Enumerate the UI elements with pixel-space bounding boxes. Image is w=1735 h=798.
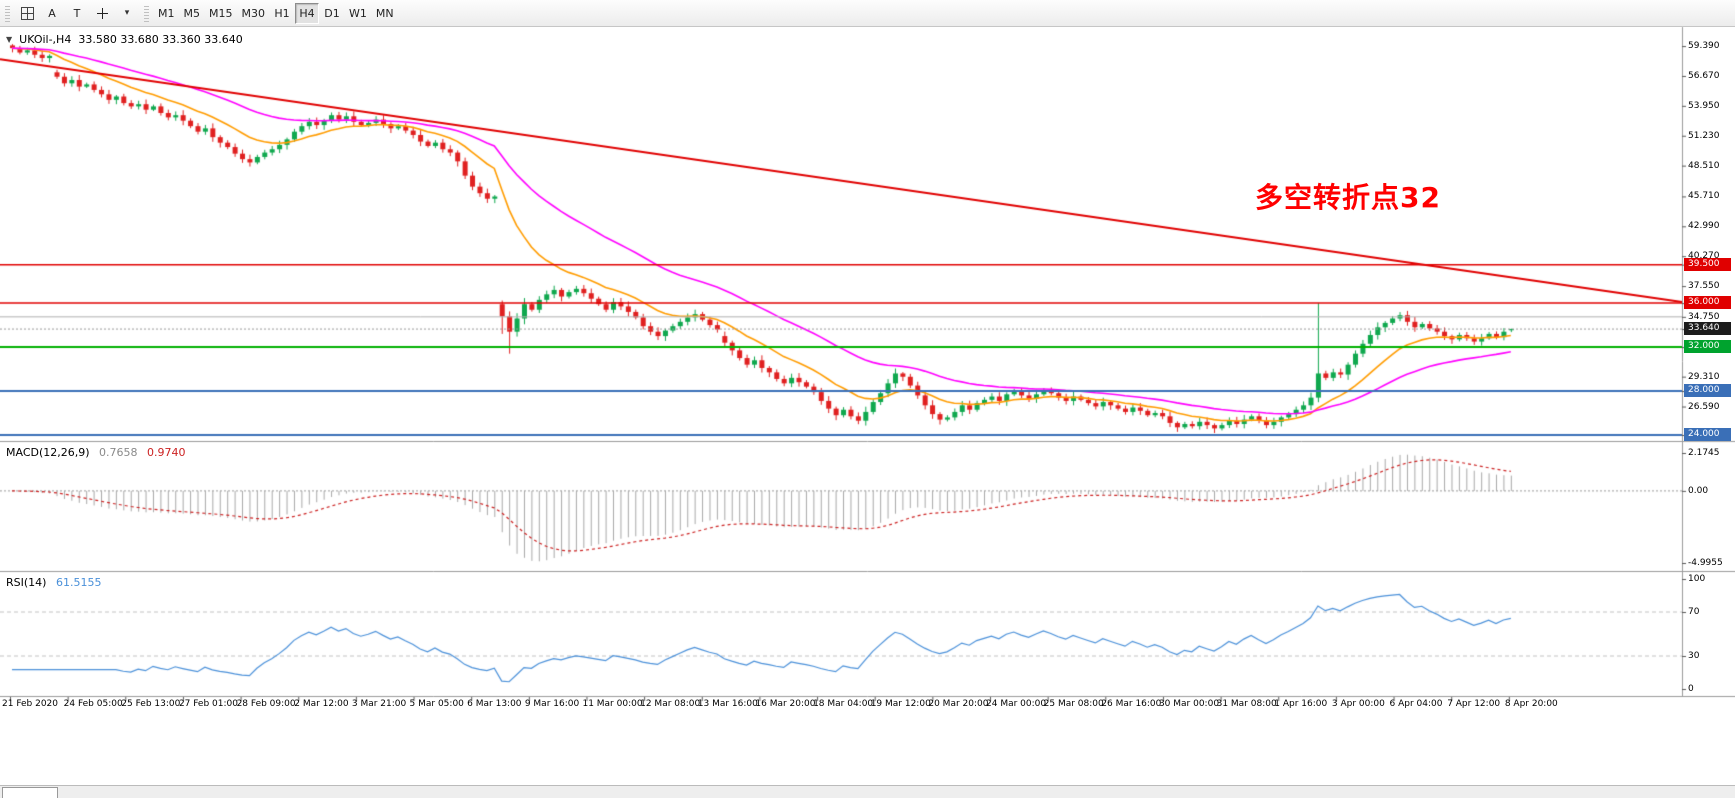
time-label: 3 Mar 21:00 xyxy=(351,699,407,709)
grid-icon xyxy=(20,6,34,20)
macd-scale-label: 2.1745 xyxy=(1688,448,1720,458)
price-tick: 53.950 xyxy=(1688,100,1720,111)
macd-scale-label: 0.00 xyxy=(1688,485,1709,496)
annotation-text: 多空转折点32 xyxy=(1255,181,1441,214)
price-tick: 42.990 xyxy=(1688,221,1720,232)
toolbar-button-crosshair[interactable] xyxy=(90,3,114,24)
toolbar-button-drawing-menu[interactable]: ▾ xyxy=(124,8,130,18)
timeframe-m30[interactable]: M30 xyxy=(241,6,266,20)
time-label: 26 Mar 16:00 xyxy=(1101,699,1162,709)
rsi-scale-label: 30 xyxy=(1688,651,1700,661)
time-label: 24 Feb 05:00 xyxy=(63,699,123,709)
timeframe-button-group: M1 M5 M15 M30 H1 H4 D1 W1 MN xyxy=(154,2,398,24)
rsi-indicator-label: RSI(14) xyxy=(6,576,47,589)
toolbar-button-cursor-a[interactable]: A xyxy=(48,6,56,20)
time-label: 24 Mar 00:00 xyxy=(986,699,1047,709)
price-badge: 32.000 xyxy=(1684,340,1731,354)
time-label: 6 Apr 04:00 xyxy=(1389,699,1443,709)
rsi-scale-label: 0 xyxy=(1688,684,1694,694)
time-label: 3 Apr 00:00 xyxy=(1331,699,1385,709)
time-label: 5 Mar 05:00 xyxy=(409,699,464,709)
price-badge: 28.000 xyxy=(1684,384,1731,398)
time-label: 11 Mar 00:00 xyxy=(582,699,643,709)
time-label: 25 Feb 13:00 xyxy=(121,699,181,709)
price-tick: 51.230 xyxy=(1688,130,1720,141)
time-label: 20 Mar 20:00 xyxy=(928,699,989,709)
ohlc-readout: 33.580 33.680 33.360 33.640 xyxy=(78,33,243,46)
timeframe-m15[interactable]: M15 xyxy=(209,6,233,20)
price-tick: 29.310 xyxy=(1688,371,1720,382)
chart-tab[interactable] xyxy=(2,787,58,798)
price-badge: 36.000 xyxy=(1684,296,1731,310)
price-tick: 59.390 xyxy=(1688,41,1720,52)
price-tick: 56.670 xyxy=(1688,70,1720,81)
time-label: 16 Mar 20:00 xyxy=(755,699,816,709)
symbol-period-label: UKOil-,H4 xyxy=(19,33,72,46)
time-label: 19 Mar 12:00 xyxy=(870,699,931,709)
timeframe-m5[interactable]: M5 xyxy=(183,6,201,20)
price-tick: 26.590 xyxy=(1688,401,1720,412)
toolbar-button-text-tool[interactable]: T xyxy=(73,6,81,20)
macd-label-row: MACD(12,26,9) 0.7658 0.9740 xyxy=(6,446,186,459)
time-label: 30 Mar 00:00 xyxy=(1158,699,1220,709)
time-label: 6 Mar 13:00 xyxy=(467,699,522,709)
time-label: 9 Mar 16:00 xyxy=(524,699,580,709)
time-label: 31 Mar 08:00 xyxy=(1216,699,1277,709)
time-label: 1 Apr 16:00 xyxy=(1274,699,1328,709)
time-label: 13 Mar 16:00 xyxy=(697,699,758,709)
timeframe-m1[interactable]: M1 xyxy=(158,6,175,20)
toolbar: A T ▾ M1 M5 M15 M30 H1 H4 D1 W1 MN xyxy=(0,0,1735,27)
price-tick: 48.510 xyxy=(1688,160,1720,171)
timeframe-h4[interactable]: H4 xyxy=(295,2,319,24)
toolbar-button-chart-grid[interactable] xyxy=(15,3,39,24)
price-tick: 34.750 xyxy=(1688,311,1720,322)
toolbar-grip-icon[interactable] xyxy=(5,4,10,22)
price-badge: 24.000 xyxy=(1684,428,1731,441)
macd-main-value: 0.7658 xyxy=(99,446,138,459)
chart-title: ▼ UKOil-,H4 33.580 33.680 33.360 33.640 xyxy=(6,33,243,46)
time-label: 28 Feb 09:00 xyxy=(236,699,296,709)
chart-menu-icon[interactable]: ▼ xyxy=(6,35,13,44)
macd-indicator-label: MACD(12,26,9) xyxy=(6,446,90,459)
rsi-value: 61.5155 xyxy=(55,576,102,589)
time-label: 8 Apr 20:00 xyxy=(1504,699,1558,709)
time-label: 2 Mar 12:00 xyxy=(294,699,349,709)
rsi-scale-label: 70 xyxy=(1688,607,1700,617)
time-label: 7 Apr 12:00 xyxy=(1447,699,1501,709)
rsi-scale-label: 100 xyxy=(1688,574,1706,584)
price-badge: 39.500 xyxy=(1684,257,1731,271)
price-tick: 37.550 xyxy=(1688,281,1720,292)
crosshair-icon xyxy=(96,7,108,19)
timeframe-grip-icon[interactable] xyxy=(144,4,149,22)
chart-tab-bar xyxy=(0,785,1735,798)
time-label: 27 Feb 01:00 xyxy=(178,699,238,709)
time-label: 21 Feb 2020 xyxy=(2,699,59,709)
timeframe-mn[interactable]: MN xyxy=(375,6,394,20)
macd-scale-label: -4.9955 xyxy=(1688,558,1723,568)
macd-signal-value: 0.9740 xyxy=(147,446,186,459)
rsi-label-row: RSI(14) 61.5155 xyxy=(6,576,101,589)
price-badge: 33.640 xyxy=(1684,322,1731,336)
price-tick: 40.270 xyxy=(1688,251,1720,262)
time-label: 12 Mar 08:00 xyxy=(640,699,701,709)
price-tick: 45.710 xyxy=(1688,191,1720,202)
timeframe-d1[interactable]: D1 xyxy=(324,6,340,20)
tool-button-group: A T ▾ xyxy=(15,3,139,24)
timeframe-h1[interactable]: H1 xyxy=(274,6,290,20)
time-label: 18 Mar 04:00 xyxy=(813,699,874,709)
timeframe-w1[interactable]: W1 xyxy=(349,6,367,20)
time-label: 25 Mar 08:00 xyxy=(1043,699,1104,709)
